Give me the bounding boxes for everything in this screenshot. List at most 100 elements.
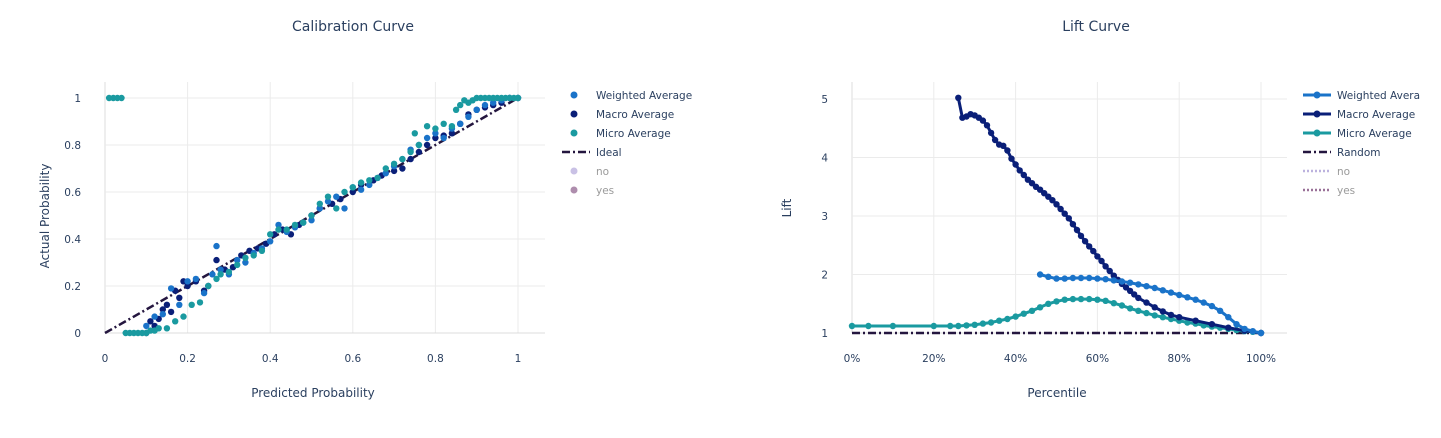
y-tick-label: 0.8 bbox=[64, 140, 81, 152]
legend-item-weighted-average[interactable]: Weighted Average bbox=[570, 90, 693, 102]
data-point bbox=[176, 301, 183, 308]
legend-label: Random bbox=[1337, 147, 1380, 159]
data-point bbox=[316, 205, 323, 212]
legend-item-ideal[interactable]: Ideal bbox=[562, 147, 622, 159]
data-point bbox=[1028, 307, 1036, 314]
data-point bbox=[457, 101, 464, 109]
data-point bbox=[1077, 295, 1085, 303]
data-point bbox=[971, 321, 978, 328]
data-point bbox=[979, 117, 987, 124]
data-point bbox=[250, 252, 257, 259]
series-layer bbox=[848, 94, 1265, 337]
data-point bbox=[1061, 296, 1068, 303]
data-point bbox=[366, 177, 373, 184]
data-point bbox=[1216, 307, 1224, 314]
data-point bbox=[324, 198, 332, 205]
data-point bbox=[217, 266, 224, 273]
legend-item-yes[interactable]: yes bbox=[570, 185, 615, 197]
data-point bbox=[1036, 304, 1044, 311]
data-point bbox=[374, 174, 381, 182]
data-point bbox=[1143, 283, 1150, 290]
data-point bbox=[275, 226, 282, 233]
data-point bbox=[1049, 197, 1056, 204]
data-point bbox=[848, 322, 856, 330]
y-axis-title: Actual Probability bbox=[38, 164, 52, 269]
data-point bbox=[889, 322, 897, 330]
data-point bbox=[242, 259, 249, 266]
data-point bbox=[1061, 275, 1068, 282]
data-point bbox=[481, 101, 489, 109]
legend-item-macro-average[interactable]: Macro Average bbox=[570, 109, 675, 121]
data-point bbox=[1036, 271, 1044, 278]
data-point bbox=[283, 226, 290, 233]
legend-item-random[interactable]: Random bbox=[1303, 147, 1380, 159]
legend-item-micro-average[interactable]: Micro Average bbox=[1303, 128, 1412, 140]
data-point bbox=[143, 322, 150, 330]
y-tick-label: 0 bbox=[74, 328, 81, 340]
data-point bbox=[234, 261, 241, 269]
data-point bbox=[382, 170, 389, 177]
y-tick-label: 2 bbox=[821, 270, 828, 282]
data-point bbox=[349, 184, 356, 191]
data-point bbox=[1061, 210, 1068, 217]
legend-label: yes bbox=[596, 185, 614, 197]
data-point bbox=[180, 313, 187, 320]
legend-marker bbox=[570, 110, 578, 118]
data-point bbox=[1053, 201, 1060, 208]
data-point bbox=[357, 186, 365, 193]
legend-marker bbox=[570, 129, 578, 137]
data-point bbox=[163, 301, 171, 308]
data-point bbox=[366, 181, 373, 189]
y-tick-label: 5 bbox=[821, 94, 828, 106]
legend-item-macro-average[interactable]: Macro Average bbox=[1303, 109, 1415, 121]
data-point bbox=[217, 271, 224, 278]
data-point bbox=[930, 322, 937, 330]
data-point bbox=[163, 325, 171, 332]
legend-item-weighted-avera[interactable]: Weighted Avera bbox=[1303, 90, 1420, 102]
data-point bbox=[1167, 289, 1175, 296]
legend-label: yes bbox=[1337, 185, 1355, 197]
data-point bbox=[399, 155, 406, 163]
data-point bbox=[1086, 243, 1093, 250]
data-point bbox=[225, 268, 233, 276]
data-point bbox=[1077, 232, 1085, 240]
x-tick-label: 1 bbox=[515, 353, 522, 365]
data-point bbox=[390, 160, 398, 167]
data-point bbox=[432, 134, 439, 142]
data-point bbox=[1192, 296, 1199, 303]
data-point bbox=[1159, 314, 1167, 321]
data-point bbox=[1225, 314, 1232, 321]
legend-item-micro-average[interactable]: Micro Average bbox=[570, 128, 671, 140]
data-point bbox=[457, 120, 464, 128]
data-point bbox=[333, 193, 340, 200]
data-point bbox=[423, 123, 431, 130]
data-point bbox=[192, 275, 200, 283]
data-point bbox=[1118, 278, 1126, 285]
data-point bbox=[1057, 205, 1064, 213]
data-point bbox=[1176, 291, 1183, 299]
legend-label: no bbox=[596, 166, 609, 178]
data-point bbox=[1159, 287, 1167, 294]
legend-item-no[interactable]: no bbox=[1303, 166, 1350, 178]
data-point bbox=[213, 275, 220, 283]
data-point bbox=[411, 130, 418, 137]
data-point bbox=[188, 301, 195, 308]
data-point bbox=[947, 322, 954, 330]
y-axis-title: Lift bbox=[780, 198, 794, 217]
legend-item-yes[interactable]: yes bbox=[1303, 185, 1355, 197]
data-point bbox=[1143, 309, 1150, 317]
x-axis-title: Percentile bbox=[1027, 386, 1086, 400]
legend-marker-dot bbox=[1313, 91, 1321, 99]
data-point bbox=[448, 130, 456, 137]
x-tick-label: 80% bbox=[1168, 353, 1191, 365]
data-point bbox=[159, 306, 166, 313]
data-point bbox=[1143, 299, 1150, 306]
data-point bbox=[1069, 221, 1077, 228]
data-point bbox=[865, 322, 872, 330]
legend-label: Ideal bbox=[596, 147, 622, 159]
legend-item-no[interactable]: no bbox=[570, 166, 610, 178]
data-point bbox=[159, 311, 166, 318]
data-point bbox=[1102, 276, 1109, 283]
data-point bbox=[390, 167, 398, 175]
data-point bbox=[423, 134, 431, 142]
